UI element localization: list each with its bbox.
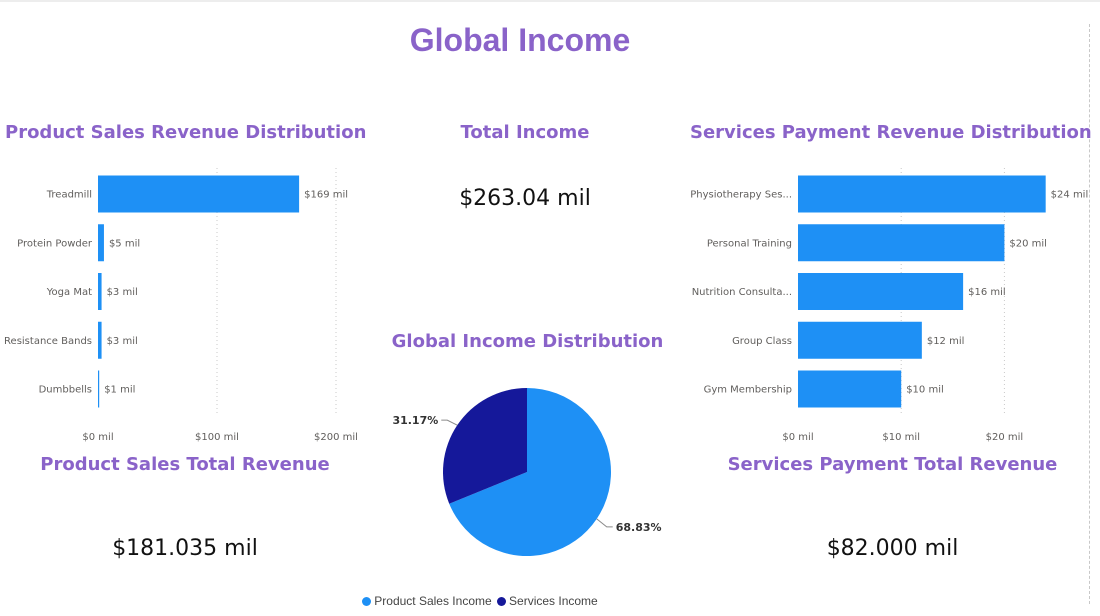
product-bar-treadmill — [98, 175, 300, 213]
total-income-title: Total Income — [460, 122, 590, 143]
pie-slice-services-income — [443, 388, 527, 504]
product-category-yoga-mat: Yoga Mat — [46, 287, 92, 298]
services-category-group-class: Group Class — [732, 336, 792, 347]
product-bar-yoga-mat — [98, 273, 102, 310]
legend-dot-product — [362, 597, 372, 606]
services-bar-nutrition-consulta — [798, 273, 964, 310]
product-bar-resistance-bands — [98, 321, 102, 359]
page-title: Global Income — [409, 22, 631, 58]
product-x-tick-label: $200 mil — [314, 432, 358, 443]
legend-label-services: Services Income — [509, 594, 598, 608]
services-bar-group-class — [798, 321, 922, 359]
services-category-gym-membership: Gym Membership — [704, 385, 792, 396]
product-category-dumbbells: Dumbbells — [39, 385, 92, 396]
product-category-protein-powder: Protein Powder — [17, 238, 93, 249]
pie-data-label-services-income: 31.17% — [392, 414, 438, 427]
product-data-label-protein-powder: $5 mil — [109, 238, 140, 249]
product-data-label-treadmill: $169 mil — [304, 190, 348, 201]
services-data-label-gym-membership: $10 mil — [906, 385, 944, 396]
pie-leader-line-services-income — [441, 419, 458, 426]
product-x-tick-label: $0 mil — [82, 432, 113, 443]
services-total-value: $82.000 mil — [826, 536, 959, 561]
canvas-right-edge — [1089, 24, 1090, 604]
services-data-label-personal-training: $20 mil — [1009, 238, 1047, 249]
services-category-physiotherapy-ses: Physiotherapy Ses... — [690, 190, 792, 201]
product-data-label-yoga-mat: $3 mil — [107, 287, 138, 298]
product-data-label-dumbbells: $1 mil — [104, 385, 135, 396]
product-chart-title: Product Sales Revenue Distribution — [5, 122, 367, 143]
product-total-value: $181.035 mil — [112, 536, 258, 561]
pie-legend: Product Sales Income Services Income — [300, 594, 660, 608]
product-x-tick-label: $100 mil — [195, 432, 239, 443]
services-category-nutrition-consulta: Nutrition Consulta... — [692, 287, 792, 298]
services-chart-title: Services Payment Revenue Distribution — [690, 122, 1092, 143]
product-data-label-resistance-bands: $3 mil — [107, 336, 138, 347]
pie-slice-product-sales-income — [449, 388, 611, 556]
services-data-label-nutrition-consulta: $16 mil — [968, 287, 1006, 298]
product-bar-chart: $0 mil $100 mil $200 mil Treadmill $169 mil P… — [4, 168, 358, 443]
product-category-resistance-bands: Resistance Bands — [4, 336, 92, 347]
services-bar-physiotherapy-ses — [798, 175, 1046, 213]
pie-data-label-product-sales-income: 68.83% — [616, 521, 662, 534]
services-x-tick-label: $10 mil — [882, 432, 920, 443]
top-border — [0, 0, 1100, 2]
services-bar-chart: $0 mil $10 mil $20 mil Physiotherapy Ses...… — [690, 168, 1089, 443]
legend-label-product: Product Sales Income — [374, 594, 492, 608]
product-bar-protein-powder — [98, 224, 104, 262]
pie-chart-title: Global Income Distribution — [391, 331, 664, 352]
services-data-label-physiotherapy-ses: $24 mil — [1051, 190, 1089, 201]
pie-leader-line-product-sales-income — [596, 518, 613, 528]
services-x-tick-label: $20 mil — [986, 432, 1024, 443]
product-category-treadmill: Treadmill — [46, 190, 92, 201]
services-category-personal-training: Personal Training — [707, 238, 792, 249]
product-total-title: Product Sales Total Revenue — [40, 454, 330, 475]
legend-item-services[interactable]: Services Income — [497, 594, 598, 608]
services-data-label-group-class: $12 mil — [927, 336, 965, 347]
total-income-value: $263.04 mil — [459, 186, 591, 211]
services-bar-gym-membership — [798, 370, 902, 408]
income-pie-chart: 68.83% 31.17% — [392, 388, 662, 556]
services-x-tick-label: $0 mil — [782, 432, 813, 443]
services-total-title: Services Payment Total Revenue — [727, 454, 1058, 475]
legend-item-product[interactable]: Product Sales Income — [362, 594, 492, 608]
services-bar-personal-training — [798, 224, 1005, 262]
product-bar-dumbbells — [98, 370, 100, 408]
legend-dot-services — [497, 597, 507, 606]
